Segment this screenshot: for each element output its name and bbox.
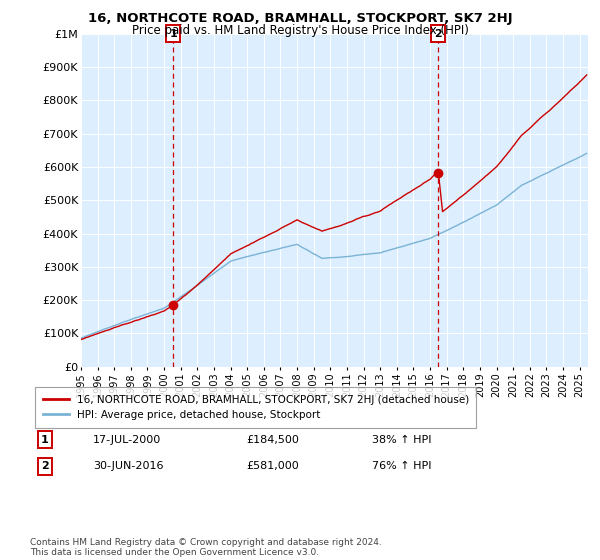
Text: 38% ↑ HPI: 38% ↑ HPI bbox=[372, 435, 431, 445]
Text: 1: 1 bbox=[169, 29, 177, 39]
Text: 76% ↑ HPI: 76% ↑ HPI bbox=[372, 461, 431, 472]
Text: 16, NORTHCOTE ROAD, BRAMHALL, STOCKPORT, SK7 2HJ: 16, NORTHCOTE ROAD, BRAMHALL, STOCKPORT,… bbox=[88, 12, 512, 25]
Text: 2: 2 bbox=[41, 461, 49, 472]
Text: 2: 2 bbox=[434, 29, 442, 39]
Text: 1: 1 bbox=[41, 435, 49, 445]
Legend: 16, NORTHCOTE ROAD, BRAMHALL, STOCKPORT, SK7 2HJ (detached house), HPI: Average : 16, NORTHCOTE ROAD, BRAMHALL, STOCKPORT,… bbox=[35, 388, 476, 427]
Text: 17-JUL-2000: 17-JUL-2000 bbox=[93, 435, 161, 445]
Text: £581,000: £581,000 bbox=[246, 461, 299, 472]
Text: Contains HM Land Registry data © Crown copyright and database right 2024.
This d: Contains HM Land Registry data © Crown c… bbox=[30, 538, 382, 557]
Text: £184,500: £184,500 bbox=[246, 435, 299, 445]
Text: 30-JUN-2016: 30-JUN-2016 bbox=[93, 461, 163, 472]
Text: Price paid vs. HM Land Registry's House Price Index (HPI): Price paid vs. HM Land Registry's House … bbox=[131, 24, 469, 36]
